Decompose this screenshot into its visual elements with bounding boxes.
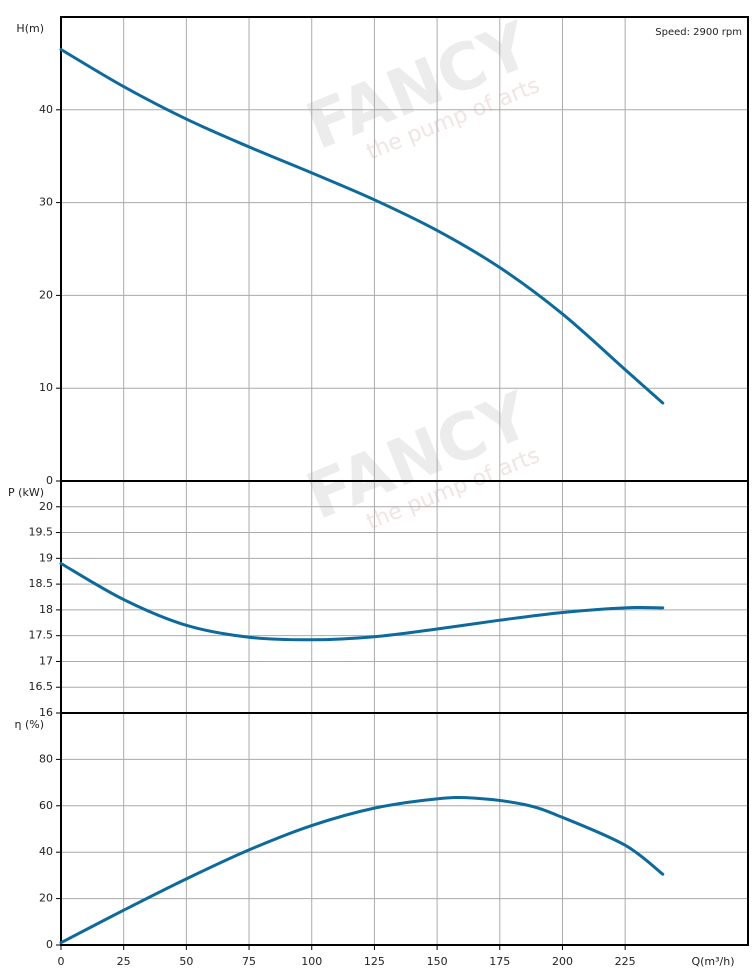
curve <box>59 561 665 642</box>
x-tick-label: 50 <box>179 955 193 968</box>
y-tick-label: 0 <box>46 938 53 951</box>
x-tick-label: 150 <box>427 955 448 968</box>
y-tick-label: 40 <box>39 845 53 858</box>
y-tick-label: 19.5 <box>29 526 54 539</box>
annotation: Speed: 2900 rpm <box>655 27 742 38</box>
x-tick-label: 225 <box>615 955 636 968</box>
y-axis-label: H(m) <box>16 22 44 35</box>
x-axis-label: Q(m³/h) <box>691 955 734 968</box>
y-tick-label: 30 <box>39 196 53 209</box>
y-tick-label: 18 <box>39 603 53 616</box>
y-tick-label: 20 <box>39 892 53 905</box>
y-tick-label: 20 <box>39 288 53 301</box>
y-tick-label: 20 <box>39 500 53 513</box>
y-tick-label: 80 <box>39 752 53 765</box>
x-tick-label: 75 <box>242 955 256 968</box>
y-tick-label: 60 <box>39 799 53 812</box>
x-tick-label: 25 <box>117 955 131 968</box>
y-axis-label: η (%) <box>14 718 44 731</box>
y-tick-label: 10 <box>39 381 53 394</box>
x-tick-label: 200 <box>552 955 573 968</box>
y-tick-label: 19 <box>39 551 53 564</box>
y-tick-label: 16.5 <box>29 680 54 693</box>
y-tick-label: 17.5 <box>29 629 54 642</box>
plot-frame <box>60 712 749 946</box>
x-tick-label: 175 <box>489 955 510 968</box>
watermark: FANCY the pump of arts <box>297 379 543 536</box>
y-tick-label: 18.5 <box>29 577 54 590</box>
x-tick-label: 100 <box>301 955 322 968</box>
curve <box>59 796 665 945</box>
x-tick-label: 125 <box>364 955 385 968</box>
y-tick-label: 17 <box>39 654 53 667</box>
y-tick-label: 40 <box>39 103 53 116</box>
watermark: FANCY the pump of arts <box>297 9 543 166</box>
curve <box>59 47 665 405</box>
x-tick-label: 0 <box>58 955 65 968</box>
y-axis-label: P (kW) <box>8 486 44 499</box>
y-tick-label: 16 <box>39 706 53 719</box>
y-tick-label: 0 <box>46 474 53 487</box>
